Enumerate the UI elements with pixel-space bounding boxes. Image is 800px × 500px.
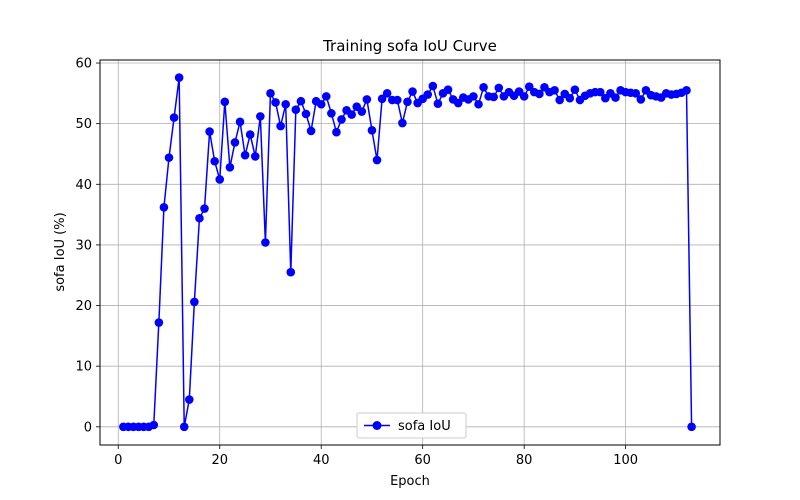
data-point — [276, 121, 285, 131]
data-point — [555, 95, 564, 105]
x-axis-label: Epoch — [390, 474, 430, 489]
data-point — [423, 90, 433, 99]
data-point — [403, 97, 412, 107]
data-point — [443, 85, 453, 95]
data-point — [164, 153, 174, 162]
data-point — [327, 109, 336, 118]
x-tick-label: 40 — [313, 453, 330, 468]
data-point — [250, 152, 260, 161]
data-point — [286, 267, 296, 277]
data-point — [595, 87, 605, 97]
data-point — [347, 110, 356, 119]
data-point — [550, 86, 559, 95]
data-point — [682, 86, 691, 95]
legend-box — [356, 412, 467, 439]
data-point — [524, 82, 534, 91]
y-tick-label: 50 — [75, 117, 92, 132]
y-tick-label: 20 — [75, 299, 92, 314]
data-point — [321, 92, 331, 101]
x-tick-label: 100 — [613, 453, 638, 468]
data-point — [200, 204, 209, 213]
data-point — [332, 127, 341, 137]
x-tick-label: 20 — [211, 453, 228, 468]
data-point — [296, 96, 306, 106]
data-point — [453, 98, 463, 108]
data-point — [169, 113, 179, 122]
plot-frame — [99, 59, 721, 446]
data-point — [261, 238, 270, 247]
data-point — [519, 92, 529, 101]
data-point — [357, 107, 367, 116]
data-point — [474, 99, 483, 109]
data-point — [433, 99, 443, 108]
data-point — [271, 98, 280, 107]
legend: sofa IoU — [356, 412, 467, 439]
grid — [100, 60, 720, 445]
x-tick-label: 0 — [114, 453, 122, 468]
data-point — [377, 94, 387, 104]
data-point — [636, 95, 646, 104]
data-point — [408, 87, 417, 96]
data-point — [230, 138, 240, 147]
y-tick-label: 40 — [75, 178, 92, 193]
data-point — [382, 89, 392, 98]
series-layer — [119, 73, 696, 432]
data-point — [479, 82, 488, 92]
data-point — [565, 93, 575, 103]
data-point — [256, 112, 265, 121]
data-point — [159, 203, 169, 212]
data-point — [215, 175, 225, 184]
data-point — [184, 395, 194, 404]
data-point — [220, 97, 230, 107]
data-point — [535, 89, 544, 99]
data-point — [195, 213, 204, 223]
data-point — [469, 92, 478, 101]
y-tick-label: 60 — [75, 57, 92, 72]
data-point — [398, 118, 407, 128]
data-point — [179, 422, 189, 432]
data-point — [489, 92, 499, 102]
data-point — [687, 422, 696, 432]
data-point — [570, 85, 580, 95]
data-point — [611, 93, 620, 102]
data-point — [316, 99, 326, 109]
data-point — [301, 109, 311, 119]
y-tick-label: 0 — [84, 420, 92, 435]
data-point — [494, 83, 504, 93]
data-point — [149, 420, 159, 430]
chart-title: Training sofa IoU Curve — [322, 37, 497, 55]
data-point — [266, 89, 275, 98]
data-point — [240, 150, 250, 160]
legend-marker — [372, 421, 382, 430]
data-point — [174, 73, 184, 82]
data-point — [205, 127, 214, 136]
x-tick-label: 80 — [516, 453, 533, 468]
data-point — [154, 318, 164, 327]
data-point — [281, 99, 290, 109]
data-point — [245, 130, 255, 139]
data-point — [393, 95, 402, 105]
data-point — [235, 117, 245, 127]
data-point — [291, 105, 301, 115]
y-tick-label: 30 — [75, 238, 92, 253]
y-axis-label: sofa IoU (%) — [53, 212, 68, 291]
data-point — [631, 89, 641, 98]
y-tick-label: 10 — [75, 360, 92, 375]
data-point — [428, 81, 438, 91]
data-point — [225, 163, 235, 172]
data-point — [210, 156, 219, 166]
x-tick-label: 60 — [414, 453, 431, 468]
data-point — [372, 155, 382, 165]
data-point — [337, 115, 346, 124]
legend-label: sofa IoU — [398, 419, 451, 434]
data-point — [367, 126, 377, 135]
data-point — [362, 95, 372, 104]
data-point — [190, 297, 199, 307]
data-point — [306, 126, 316, 136]
ticks: 0 20 40 60 80 100 0 10 20 30 40 50 60 — [75, 57, 638, 468]
